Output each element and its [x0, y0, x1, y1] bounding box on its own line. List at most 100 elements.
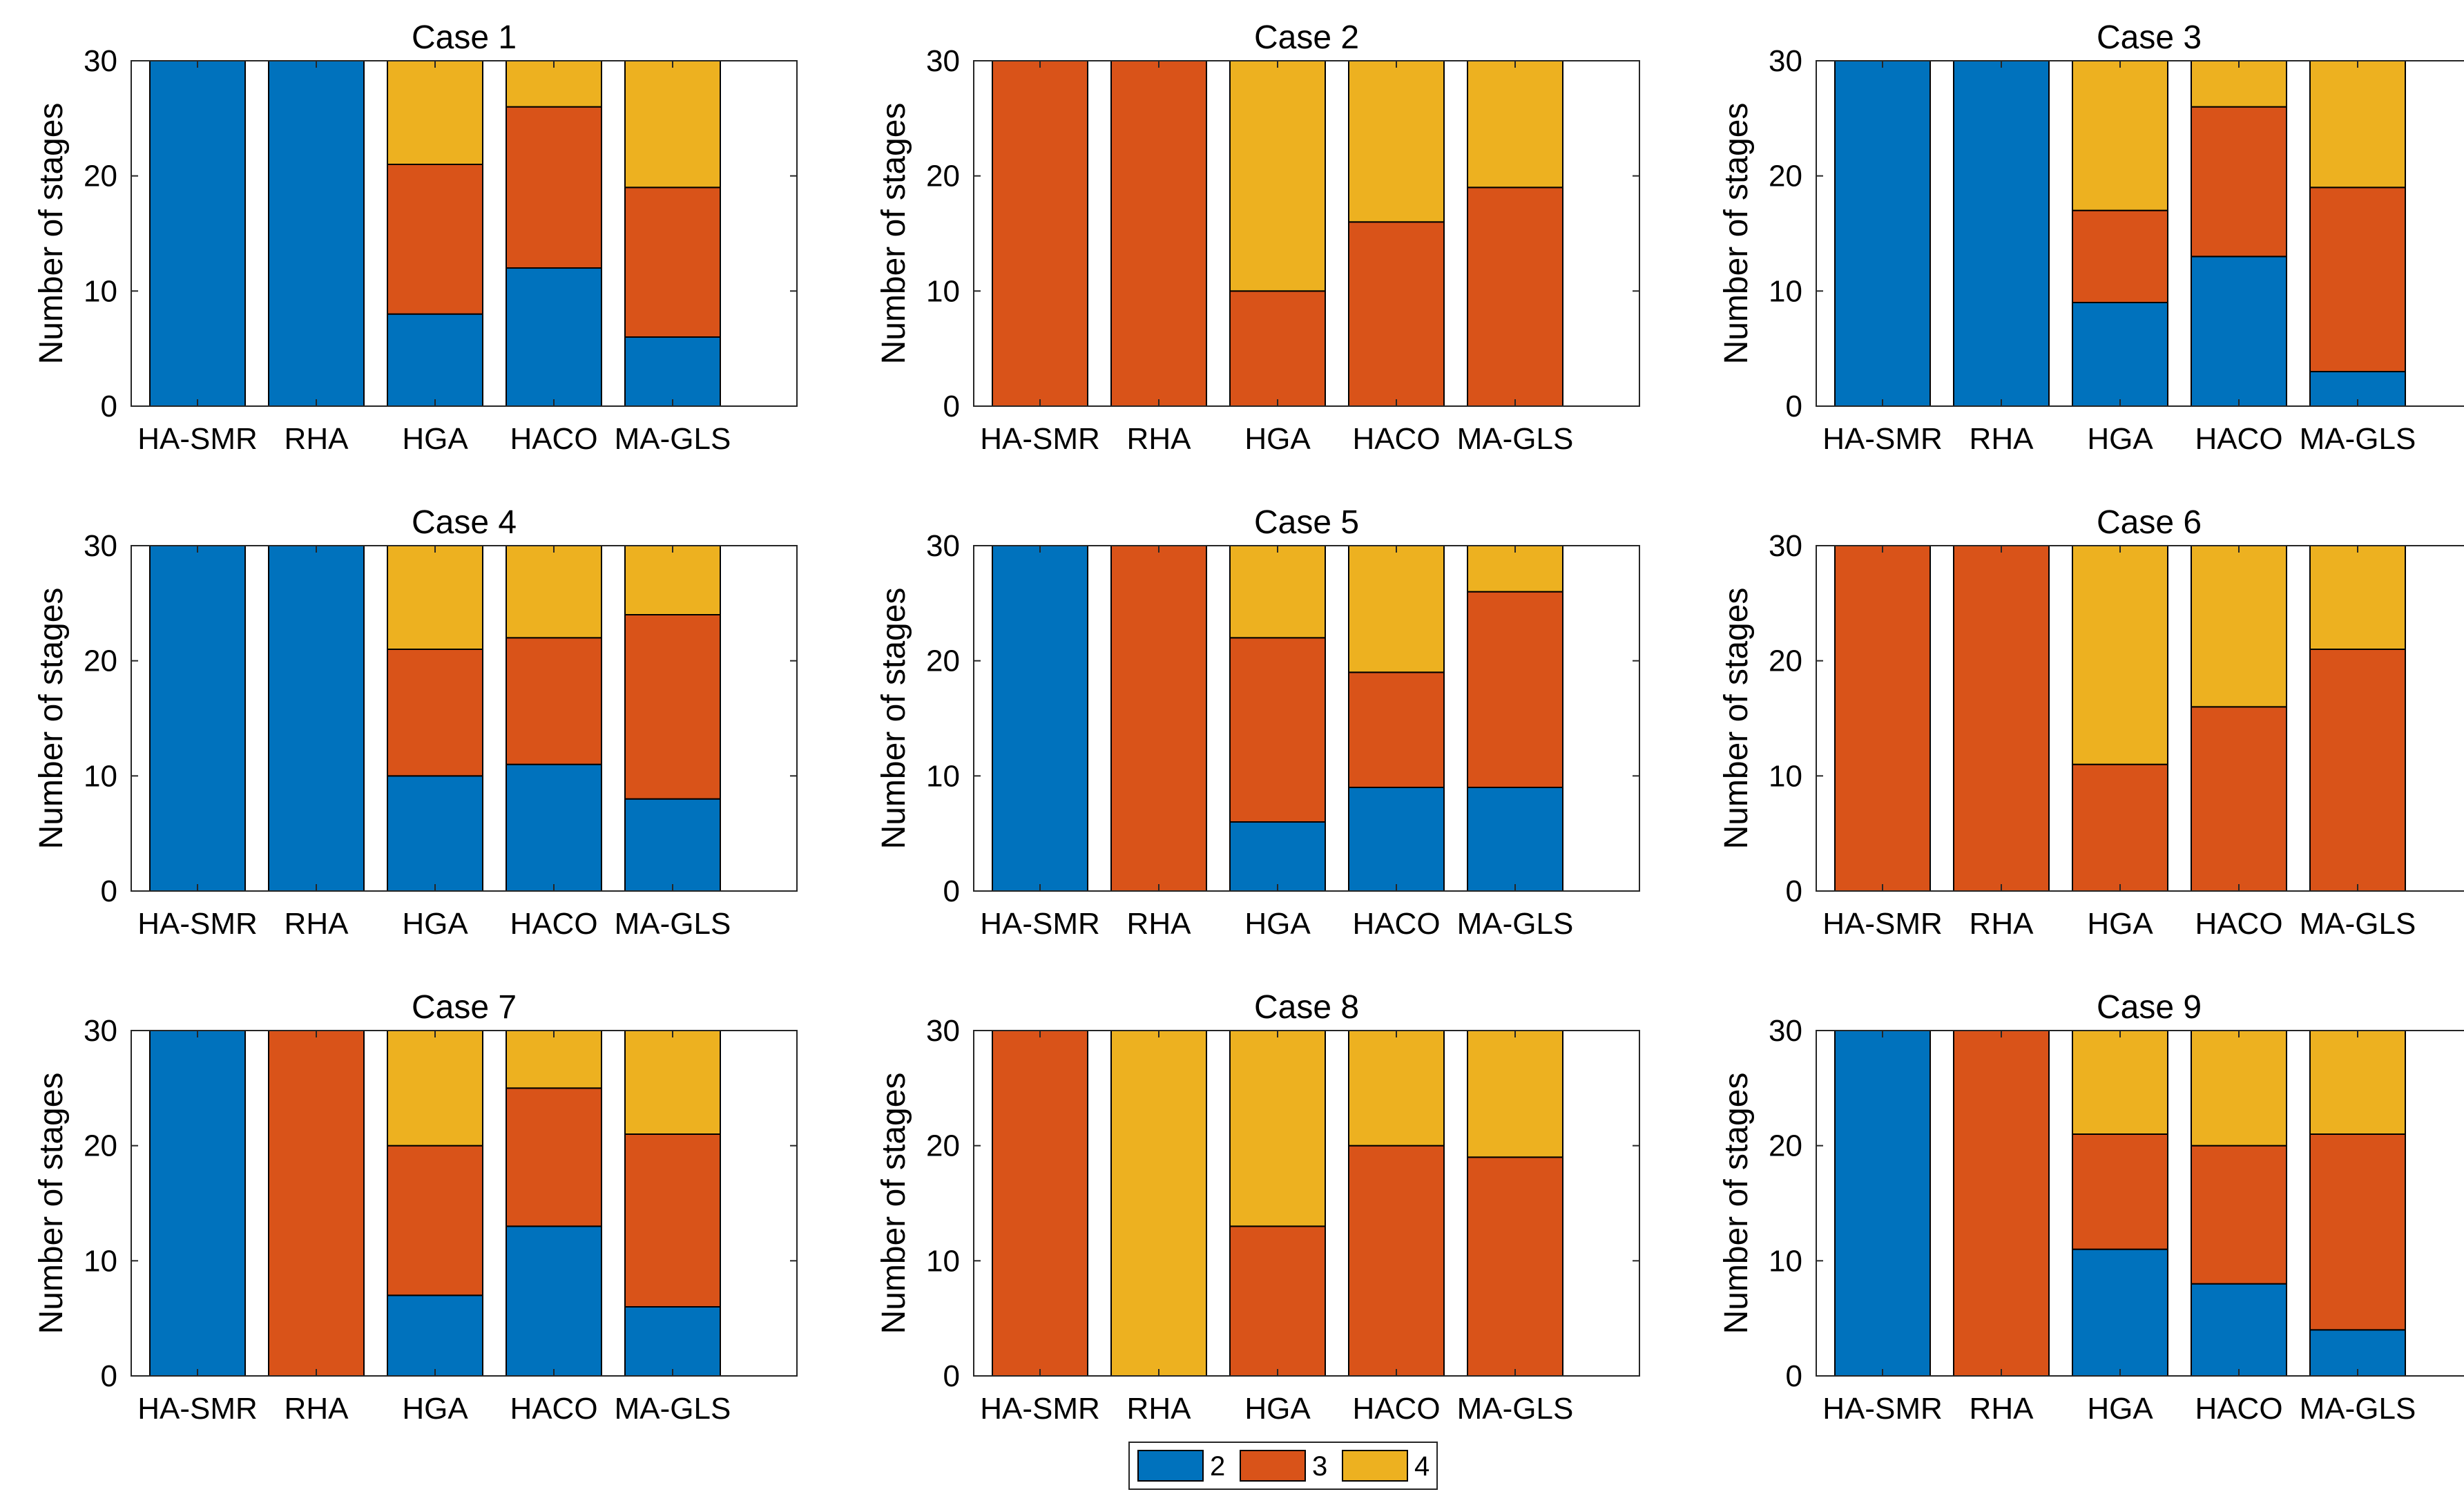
chart-case-1: HA-SMR RHA HGA HACO MA-GLS 0 10 20 30 Case 1 Numbe… — [33, 19, 798, 456]
y-tick-label: 30 — [1769, 1014, 1802, 1048]
chart-case-4: HA-SMR RHA HGA HACO MA-GLS 0 10 20 30 Case 4 Numbe… — [33, 504, 798, 941]
x-tick-label: HACO — [2195, 907, 2282, 941]
bar-ha-smr-series-2 — [149, 1030, 246, 1377]
x-tick-label: HA-SMR — [1822, 1392, 1943, 1426]
bar-ma-gls-series-2 — [624, 1306, 721, 1377]
bar-ma-gls-series-4 — [624, 545, 721, 615]
bar-rha-series-3 — [1110, 60, 1207, 407]
bar-ma-gls-series-3 — [2309, 649, 2406, 892]
x-tick-label: HA-SMR — [137, 422, 258, 456]
bar-ma-gls-series-4 — [624, 60, 721, 189]
bar-hga-series-3 — [1229, 1225, 1326, 1377]
y-tick-label: 30 — [1769, 529, 1802, 563]
bar-ma-gls-series-2 — [624, 336, 721, 407]
bar-ma-gls-series-4 — [1467, 545, 1563, 593]
y-tick-label: 0 — [1786, 874, 1802, 908]
x-tick-label: HACO — [1352, 1392, 1440, 1426]
chart-case-9: HA-SMR RHA HGA HACO MA-GLS 0 10 20 30 Case 9 Numbe… — [1718, 989, 2464, 1426]
legend-swatch-4 — [1342, 1450, 1408, 1482]
bar-ma-gls-series-4 — [2309, 545, 2406, 650]
y-tick-label: 30 — [926, 1014, 960, 1048]
y-tick-label: 20 — [84, 644, 117, 678]
y-tick-label: 10 — [1769, 759, 1802, 793]
bar-hga-series-4 — [2072, 1030, 2168, 1135]
chart-title: Case 6 — [2097, 504, 2202, 541]
y-tick-label: 20 — [1769, 160, 1802, 193]
y-tick-label: 0 — [101, 1359, 117, 1393]
bar-ha-smr-series-2 — [149, 545, 246, 892]
bar-haco-series-3 — [2191, 106, 2287, 258]
y-tick-label: 30 — [84, 1014, 117, 1048]
bar-hga-series-3 — [1229, 637, 1326, 823]
bar-hga-series-2 — [387, 1294, 483, 1377]
bar-haco-series-4 — [506, 1030, 602, 1089]
bar-rha-series-3 — [1953, 1030, 2050, 1377]
axes-box — [1816, 60, 2464, 407]
y-axis-label: Number of stages — [876, 588, 912, 850]
chart-title: Case 9 — [2097, 989, 2202, 1026]
chart-title: Case 8 — [1254, 989, 1359, 1026]
bar-ma-gls-series-3 — [1467, 186, 1563, 407]
y-axis-label: Number of stages — [1718, 103, 1755, 365]
bar-hga-series-3 — [387, 1145, 483, 1296]
x-tick-label: RHA — [285, 1392, 349, 1426]
x-tick-label: HACO — [1352, 422, 1440, 456]
x-tick-label: HA-SMR — [980, 422, 1100, 456]
bar-haco-series-3 — [506, 1087, 602, 1227]
legend-label-2: 2 — [1210, 1451, 1225, 1482]
bar-haco-series-2 — [506, 1225, 602, 1377]
y-axis-label: Number of stages — [876, 103, 912, 365]
bar-rha-series-2 — [268, 60, 365, 407]
y-tick-label: 0 — [101, 390, 117, 423]
bar-hga-series-3 — [387, 649, 483, 777]
bar-ha-smr-series-2 — [992, 545, 1088, 892]
bar-hga-series-4 — [1229, 545, 1326, 639]
bar-haco-series-3 — [506, 637, 602, 765]
x-tick-label: MA-GLS — [2300, 422, 2416, 456]
chart-case-5: HA-SMR RHA HGA HACO MA-GLS 0 10 20 30 Case 5 Numbe… — [876, 504, 1640, 941]
bar-haco-series-4 — [1348, 60, 1445, 223]
x-tick-label: RHA — [1127, 422, 1192, 456]
bar-haco-series-2 — [506, 267, 602, 407]
bar-ha-smr-series-2 — [1834, 60, 1931, 407]
x-tick-label: HA-SMR — [1822, 422, 1943, 456]
x-tick-label: MA-GLS — [1457, 422, 1574, 456]
bar-ma-gls-series-2 — [1467, 787, 1563, 892]
bar-haco-series-2 — [506, 763, 602, 892]
bar-haco-series-2 — [2191, 256, 2287, 408]
legend-label-3: 3 — [1312, 1451, 1327, 1482]
legend-label-4: 4 — [1414, 1451, 1430, 1482]
x-tick-label: HACO — [510, 907, 597, 941]
x-tick-label: RHA — [1127, 1392, 1192, 1426]
y-tick-label: 30 — [1769, 44, 1802, 78]
y-tick-label: 30 — [926, 44, 960, 78]
x-tick-label: HACO — [2195, 1392, 2282, 1426]
x-tick-label: MA-GLS — [1457, 1392, 1574, 1426]
bar-haco-series-2 — [1348, 787, 1445, 892]
bar-haco-series-2 — [2191, 1283, 2287, 1377]
y-tick-label: 20 — [84, 1129, 117, 1163]
y-tick-label: 10 — [926, 274, 960, 308]
chart-case-2: HA-SMR RHA HGA HACO MA-GLS 0 10 20 30 Case 2 Numbe… — [876, 19, 1640, 456]
y-tick-label: 0 — [1786, 390, 1802, 423]
bar-ha-smr-series-2 — [1834, 1030, 1931, 1377]
x-tick-label: HGA — [402, 1392, 468, 1426]
bar-ma-gls-series-3 — [2309, 1133, 2406, 1331]
bar-haco-series-4 — [2191, 545, 2287, 708]
chart-title: Case 3 — [2097, 19, 2202, 56]
y-tick-label: 20 — [1769, 1129, 1802, 1163]
bar-haco-series-3 — [1348, 671, 1445, 788]
x-tick-label: MA-GLS — [2300, 907, 2416, 941]
x-tick-label: MA-GLS — [615, 422, 731, 456]
bar-hga-series-4 — [2072, 60, 2168, 211]
bar-ma-gls-series-3 — [1467, 1156, 1563, 1377]
x-tick-label: HACO — [1352, 907, 1440, 941]
y-tick-label: 30 — [84, 44, 117, 78]
y-tick-label: 10 — [1769, 1244, 1802, 1278]
x-tick-label: HGA — [402, 422, 468, 456]
bar-ma-gls-series-3 — [2309, 186, 2406, 372]
x-tick-label: MA-GLS — [1457, 907, 1574, 941]
axes-box — [1816, 1030, 2464, 1377]
bar-haco-series-3 — [1348, 1145, 1445, 1377]
